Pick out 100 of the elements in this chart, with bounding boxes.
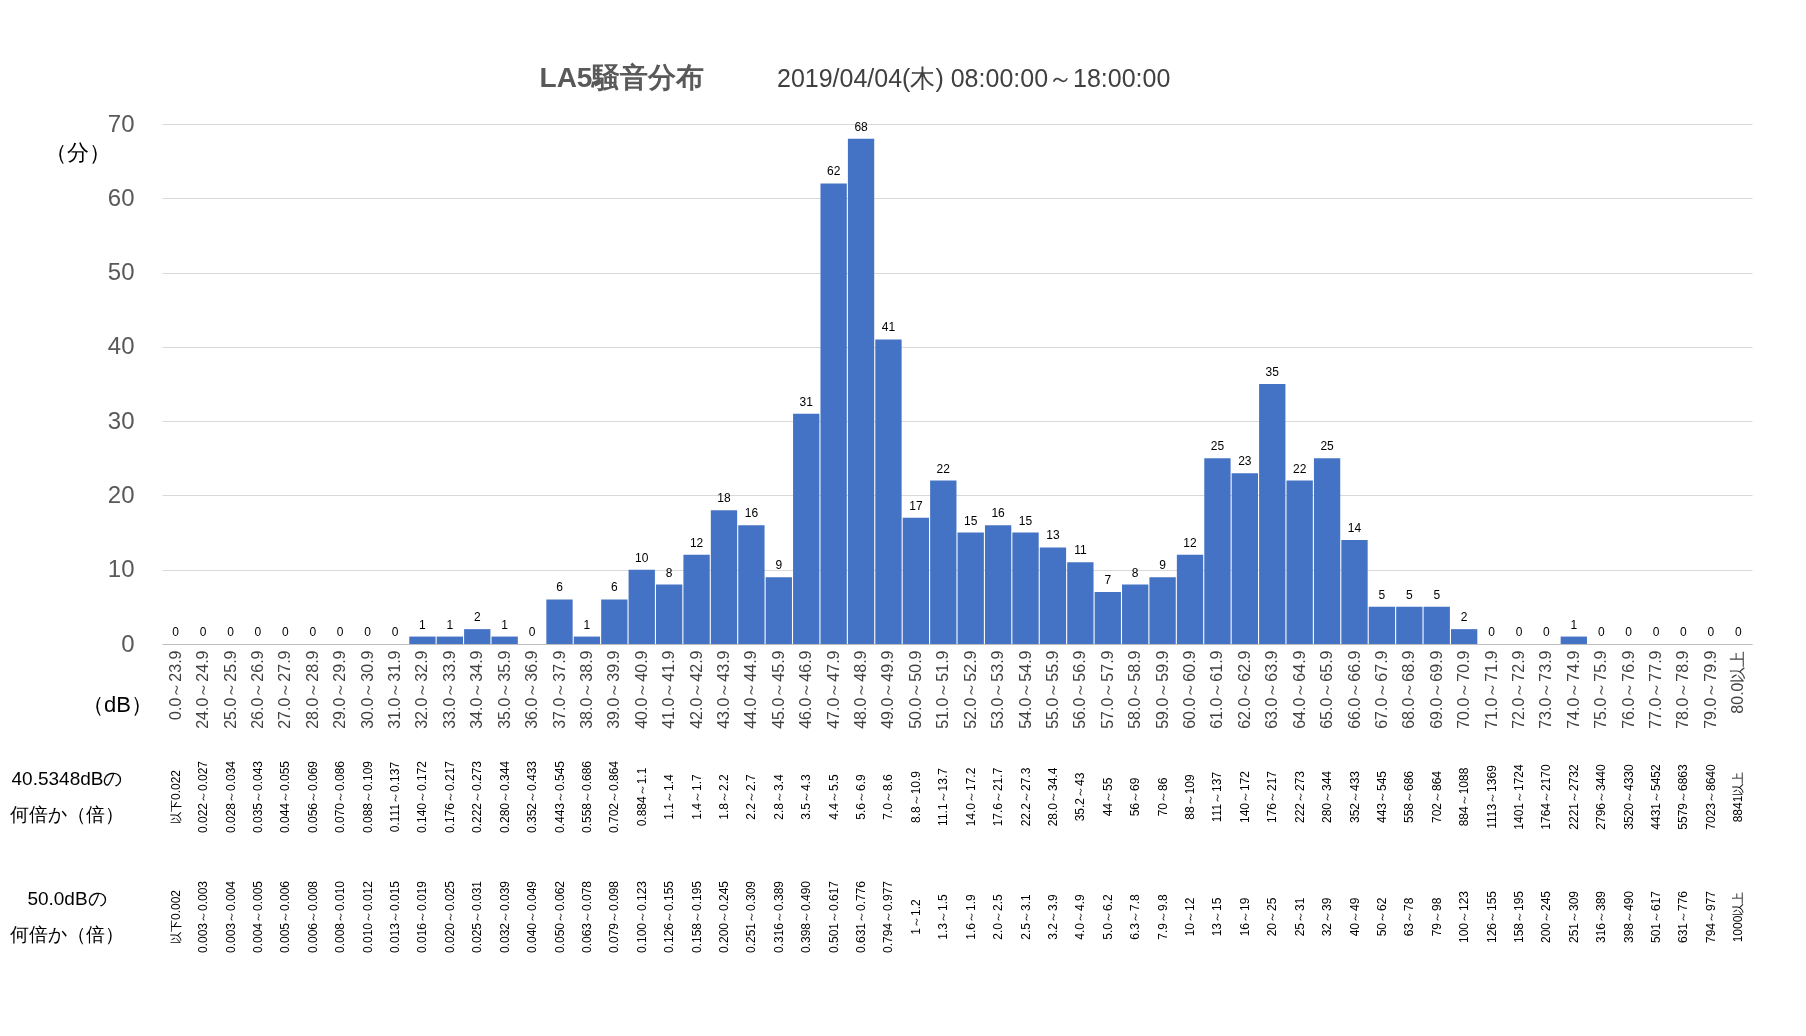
text: 884～1088 xyxy=(1457,767,1472,827)
data-label: 1 xyxy=(583,617,591,632)
data-label: 11 xyxy=(1074,543,1087,558)
data-label: 12 xyxy=(1183,535,1198,550)
x-tick-label: 76.0～76.9 xyxy=(1619,650,1637,729)
text: 0.050～0.062 xyxy=(552,880,567,954)
data-label: 6 xyxy=(610,580,618,595)
text: 3520～4330 xyxy=(1621,763,1636,830)
text: 0.016～0.019 xyxy=(415,880,430,954)
x-tick-label: 56.0～56.9 xyxy=(1071,650,1089,729)
data-label: 0 xyxy=(1707,625,1715,639)
x-tick-label: 48.0～48.9 xyxy=(852,650,870,729)
data-label: 2 xyxy=(1460,610,1468,625)
bar xyxy=(491,636,518,644)
x-tick-label: 64.0～64.9 xyxy=(1290,650,1308,729)
text: 0.251～0.309 xyxy=(744,880,759,954)
text: 2.0～2.5 xyxy=(991,894,1006,940)
text: 5.0～6.2 xyxy=(1100,894,1115,940)
y-tick-label: 10 xyxy=(107,555,135,583)
x-tick-label: 46.0～46.9 xyxy=(797,650,815,729)
text: 28.0～34.4 xyxy=(1045,767,1060,827)
x-tick-label: 71.0～71.9 xyxy=(1482,650,1500,729)
data-label: 18 xyxy=(717,491,731,506)
text: 0.222～0.273 xyxy=(470,760,485,834)
x-tick-label: 38.0～38.9 xyxy=(577,650,595,729)
text: 280～344 xyxy=(1320,770,1335,824)
text: 何倍か（倍） xyxy=(10,924,124,945)
text: 6.3～7.8 xyxy=(1128,894,1143,940)
data-label: 0 xyxy=(336,625,344,639)
x-tick-label: 26.0～26.9 xyxy=(248,650,266,729)
text: 0.003～0.004 xyxy=(223,880,238,954)
text: 0.443～0.545 xyxy=(552,760,567,834)
data-label: 0 xyxy=(1625,625,1633,639)
x-tick-label: 44.0～44.9 xyxy=(742,650,760,729)
x-tick-label: 59.0～59.9 xyxy=(1153,650,1171,729)
text: 398～490 xyxy=(1621,890,1636,944)
x-tick-label: 36.0～36.9 xyxy=(523,650,541,729)
text: 11.1～13.7 xyxy=(936,767,951,826)
data-label: 62 xyxy=(826,164,841,179)
data-label: 7 xyxy=(1104,573,1112,587)
text: 0.316～0.389 xyxy=(771,880,786,954)
text: 4.0～4.9 xyxy=(1073,894,1088,940)
data-label: 9 xyxy=(1159,558,1167,573)
data-label: 8 xyxy=(665,565,673,580)
text: 0.794～0.977 xyxy=(881,880,896,954)
data-label: 0 xyxy=(1597,625,1605,639)
text: 0.006～0.008 xyxy=(305,880,320,954)
text: 何倍か（倍） xyxy=(10,804,124,825)
text: 5.6～6.9 xyxy=(854,774,869,820)
x-tick-label: 34.0～34.9 xyxy=(468,650,486,729)
data-label: 1 xyxy=(501,617,509,632)
text: 1000以上 xyxy=(1731,891,1746,943)
text: 0.111～0.137 xyxy=(388,761,403,833)
x-tick-label: 27.0～27.9 xyxy=(276,650,294,729)
text: 1.8～2.2 xyxy=(716,774,731,820)
text: 0.140～0.172 xyxy=(415,760,430,834)
text: 501～617 xyxy=(1649,890,1664,944)
text: 8.8～10.9 xyxy=(908,770,923,824)
text: 5579～6863 xyxy=(1676,763,1691,830)
x-tick-label: 69.0～69.9 xyxy=(1427,650,1445,729)
text: 0.126～0.155 xyxy=(662,880,677,954)
text: 以下0.022 xyxy=(168,769,183,825)
data-label: 31 xyxy=(799,394,814,409)
data-label: 2 xyxy=(473,610,481,625)
data-label: 23 xyxy=(1238,454,1252,469)
x-tick-label: 60.0～60.9 xyxy=(1181,650,1199,729)
text: 0.176～0.217 xyxy=(442,760,457,834)
x-tick-label: 25.0～25.9 xyxy=(221,650,239,729)
x-tick-label: 37.0～37.9 xyxy=(550,650,568,729)
data-label: 0 xyxy=(1488,625,1496,639)
text: 10～12 xyxy=(1183,897,1198,937)
data-label: 15 xyxy=(1018,513,1033,528)
text: 1～1.2 xyxy=(908,899,923,935)
data-label: 25 xyxy=(1210,439,1225,454)
y-tick-label: 40 xyxy=(107,332,135,360)
x-tick-label: 49.0～49.9 xyxy=(879,650,897,729)
x-tick-label: 54.0～54.9 xyxy=(1016,650,1034,729)
text: 0.200～0.245 xyxy=(716,880,731,954)
data-label: 1 xyxy=(1570,617,1578,632)
data-label: 0 xyxy=(1734,625,1742,639)
text: 14.0～17.2 xyxy=(963,767,978,827)
x-tick-label: 50.0～50.9 xyxy=(906,650,924,729)
data-label: 16 xyxy=(991,506,1006,521)
text: 140～172 xyxy=(1237,770,1252,824)
text: 13～15 xyxy=(1210,897,1225,937)
text: 251～309 xyxy=(1566,890,1581,944)
x-tick-label: 79.0～79.9 xyxy=(1701,650,1719,729)
data-label: 68 xyxy=(854,119,869,134)
text: 40～49 xyxy=(1347,897,1362,937)
x-tick-label: 63.0～63.9 xyxy=(1263,650,1281,729)
text: 0.884～1.1 xyxy=(634,767,649,827)
x-tick-label: 74.0～74.9 xyxy=(1564,650,1582,729)
text: 56～69 xyxy=(1128,777,1143,817)
x-tick-label: 51.0～51.9 xyxy=(934,650,952,729)
text: 0.063～0.078 xyxy=(579,880,594,954)
x-tick-label: 41.0～41.9 xyxy=(660,650,678,729)
text: 1.6～1.9 xyxy=(963,894,978,940)
text: 2796～3440 xyxy=(1594,763,1609,830)
x-tick-label: 31.0～31.9 xyxy=(386,650,404,729)
x-tick-label: 53.0～53.9 xyxy=(989,650,1007,729)
